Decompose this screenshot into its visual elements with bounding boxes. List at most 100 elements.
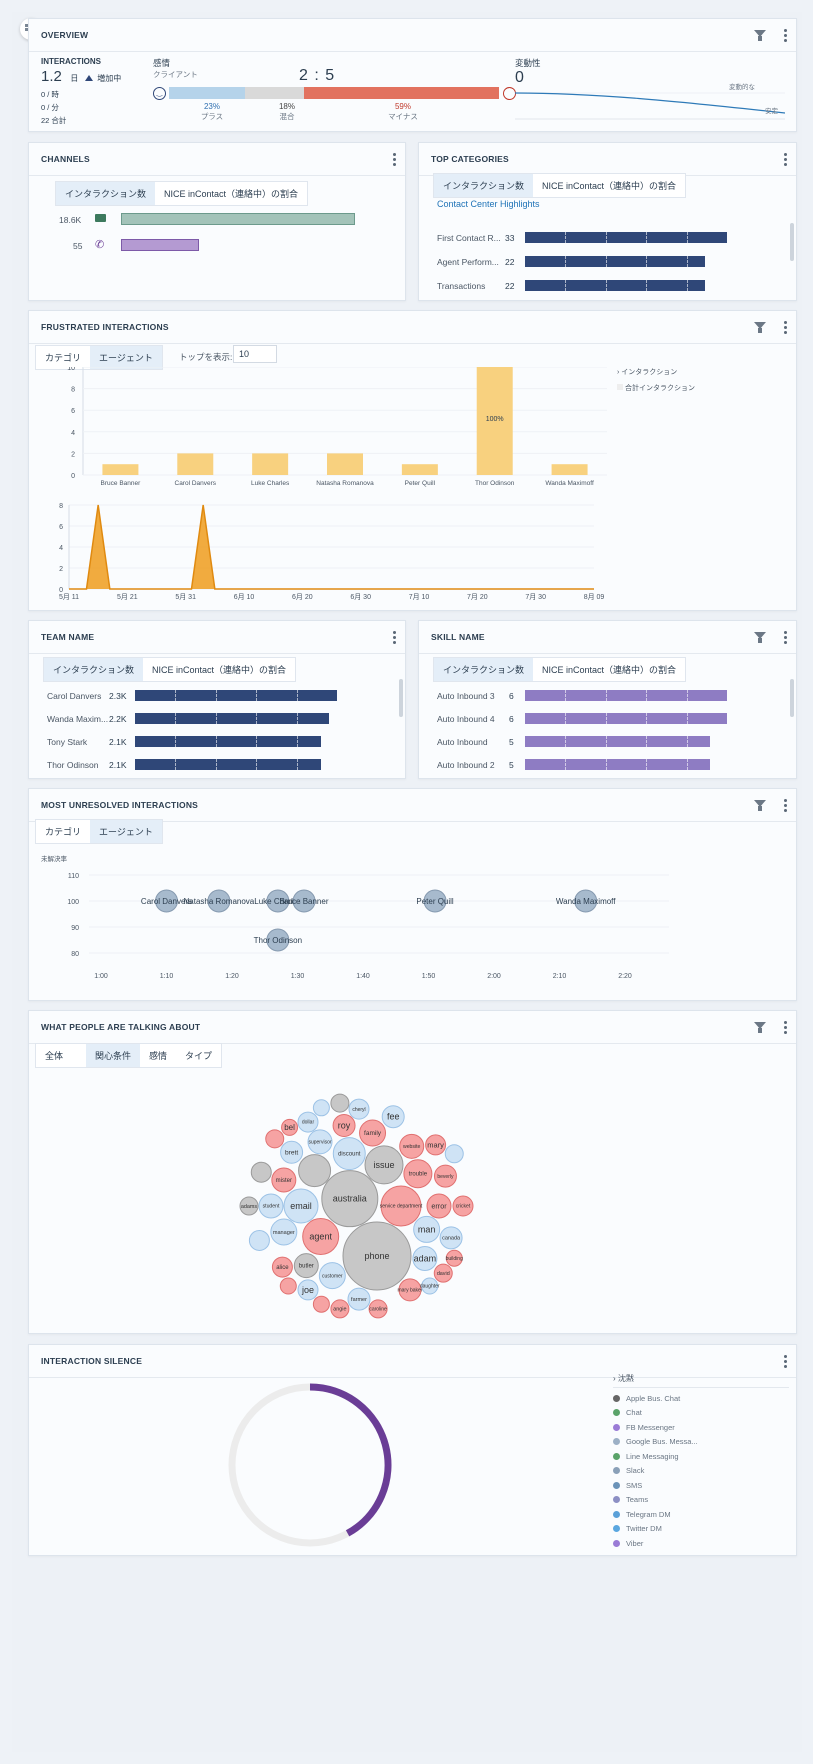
scatter-point[interactable] [207,889,231,913]
legend-item[interactable]: Telegram DM [613,1507,789,1522]
row-bar[interactable] [135,736,321,747]
row-bar[interactable] [135,713,329,724]
tab-interaction-count[interactable]: インタラクション数 [44,658,144,681]
topic-bubble[interactable] [280,1140,304,1164]
tab-sentiment[interactable]: 感情 [149,1051,168,1061]
scatter-point[interactable] [266,928,290,952]
tab-interaction-count[interactable]: インタラクション数 [434,174,534,197]
legend-item[interactable]: Line Messaging [613,1449,789,1464]
show-top-input[interactable]: 10 [233,345,277,363]
tab-nice-incontact-ratio[interactable]: NICE inContact（連絡中）の割合 [164,189,299,199]
legend-item[interactable]: Teams [613,1493,789,1508]
bar[interactable] [102,464,139,475]
more-options-icon[interactable] [782,631,788,645]
topic-bubble[interactable] [425,1134,447,1156]
topic-bubble[interactable] [265,1129,285,1149]
bar[interactable] [252,453,289,475]
topic-bubble[interactable] [421,1277,439,1295]
scrollbar[interactable] [790,679,794,717]
topic-bubble[interactable] [302,1218,340,1256]
bar[interactable] [401,464,438,475]
topic-bubble[interactable] [403,1159,433,1189]
topic-bubble[interactable] [342,1221,412,1291]
filter-icon[interactable] [754,30,766,41]
bar[interactable] [177,453,214,475]
tab-agent[interactable]: エージェント [90,346,162,369]
legend-item[interactable]: Chat [613,1406,789,1421]
row-bar[interactable] [135,759,321,770]
row-bar[interactable] [525,713,727,724]
more-options-icon[interactable] [782,1355,788,1369]
legend-item[interactable]: SMS [613,1478,789,1493]
topic-bubble[interactable] [398,1278,422,1302]
donut-segment[interactable] [309,1383,392,1537]
legend-item[interactable]: Slack [613,1464,789,1479]
bar[interactable] [551,464,588,475]
topic-bubble[interactable] [332,1114,356,1138]
legend-item[interactable]: FB Messenger [613,1420,789,1435]
row-bar[interactable] [525,759,710,770]
legend-total-interactions[interactable]: 合計インタラクション [617,383,695,393]
topic-bubble[interactable] [412,1246,438,1272]
more-options-icon[interactable] [391,153,397,167]
topic-bubble[interactable] [298,1154,332,1188]
row-bar[interactable] [525,256,705,267]
topic-bubble[interactable] [293,1253,319,1279]
scatter-point[interactable] [292,889,316,913]
more-options-icon[interactable] [782,321,788,335]
more-options-icon[interactable] [782,1021,788,1035]
topic-bubble[interactable] [307,1129,333,1155]
topic-bubble[interactable] [399,1133,425,1159]
row-bar[interactable] [525,690,727,701]
topic-bubble[interactable] [359,1119,387,1147]
tab-nice-incontact-ratio[interactable]: NICE inContact（連絡中）の割合 [542,181,677,191]
more-options-icon[interactable] [782,799,788,813]
tab-interaction-count[interactable]: インタラクション数 [56,182,156,205]
row-bar[interactable] [135,690,337,701]
scatter-point[interactable] [574,889,598,913]
topic-bubble[interactable] [248,1229,270,1251]
row-bar[interactable] [525,232,727,243]
scrollbar[interactable] [399,679,403,717]
topic-bubble[interactable] [381,1105,405,1129]
topic-bubble[interactable] [452,1195,474,1217]
filter-icon[interactable] [754,632,766,643]
topic-bubble[interactable] [433,1164,457,1188]
topic-bubble[interactable] [283,1188,319,1224]
filter-icon[interactable] [754,1022,766,1033]
bar[interactable] [476,367,513,475]
tab-interest-terms[interactable]: 関心条件 [86,1044,141,1067]
more-options-icon[interactable] [782,153,788,167]
tab-nice-incontact-ratio[interactable]: NICE inContact（連絡中）の割合 [152,665,287,675]
topic-bubble[interactable] [258,1193,284,1219]
topic-bubble[interactable] [439,1226,463,1250]
filter-icon[interactable] [754,800,766,811]
row-bar[interactable] [525,280,705,291]
topic-bubble[interactable] [347,1287,371,1311]
scrollbar[interactable] [790,223,794,261]
tab-interaction-count[interactable]: インタラクション数 [434,658,534,681]
topic-bubble[interactable] [330,1299,350,1319]
topic-bubble[interactable] [312,1099,330,1117]
more-options-icon[interactable] [782,29,788,43]
topic-bubble[interactable] [312,1295,330,1313]
topic-bubble[interactable] [270,1218,298,1246]
channel-bar-phone[interactable] [121,239,199,251]
topic-bubble[interactable] [239,1196,259,1216]
more-options-icon[interactable] [391,631,397,645]
legend-item[interactable]: Twitter DM [613,1522,789,1537]
topic-bubble[interactable] [445,1249,463,1267]
tab-nice-incontact-ratio[interactable]: NICE inContact（連絡中）の割合 [542,665,677,675]
topic-bubble[interactable] [380,1185,422,1227]
bar[interactable] [327,453,363,475]
row-bar[interactable] [525,736,710,747]
topic-bubble[interactable] [413,1215,441,1243]
topic-bubble[interactable] [368,1299,388,1319]
topic-bubble[interactable] [250,1161,272,1183]
tab-category[interactable]: カテゴリ [45,827,82,837]
tab-type[interactable]: タイプ [185,1051,213,1061]
topic-bubble[interactable] [279,1277,297,1295]
legend-item[interactable]: Apple Bus. Chat [613,1391,789,1406]
topic-bubble[interactable] [433,1263,453,1283]
topic-bubble[interactable] [364,1145,404,1185]
